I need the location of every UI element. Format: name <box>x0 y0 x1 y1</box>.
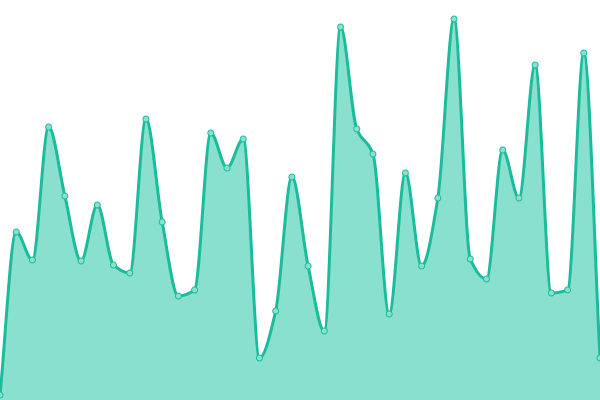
data-point-15 <box>239 135 247 143</box>
data-point-35 <box>564 286 572 294</box>
data-point-37 <box>596 354 600 362</box>
data-point-26 <box>418 262 426 270</box>
data-point-5 <box>77 257 85 265</box>
data-point-10 <box>158 218 166 226</box>
data-point-4 <box>61 192 69 200</box>
data-point-8 <box>126 269 134 277</box>
data-point-36 <box>580 49 588 57</box>
data-point-19 <box>304 262 312 270</box>
data-point-23 <box>369 150 377 158</box>
data-point-25 <box>401 169 409 177</box>
data-point-31 <box>499 146 507 154</box>
data-point-12 <box>191 286 199 294</box>
data-point-18 <box>288 173 296 181</box>
data-point-1 <box>12 228 20 236</box>
data-point-14 <box>223 164 231 172</box>
data-point-6 <box>93 201 101 209</box>
data-point-11 <box>174 292 182 300</box>
data-points <box>0 15 600 399</box>
data-point-13 <box>207 129 215 137</box>
data-point-24 <box>385 310 393 318</box>
data-point-0 <box>0 391 4 399</box>
data-point-27 <box>434 194 442 202</box>
area-fill <box>0 19 600 400</box>
data-point-33 <box>531 61 539 69</box>
data-point-30 <box>482 275 490 283</box>
data-point-9 <box>142 115 150 123</box>
data-point-7 <box>110 261 118 269</box>
data-point-28 <box>450 15 458 23</box>
data-point-22 <box>353 125 361 133</box>
data-point-21 <box>337 23 345 31</box>
data-point-2 <box>28 256 36 264</box>
data-point-32 <box>515 194 523 202</box>
data-point-17 <box>272 307 280 315</box>
data-point-3 <box>45 123 53 131</box>
data-point-20 <box>320 327 328 335</box>
data-point-16 <box>255 354 263 362</box>
data-point-34 <box>547 289 555 297</box>
data-point-29 <box>466 255 474 263</box>
